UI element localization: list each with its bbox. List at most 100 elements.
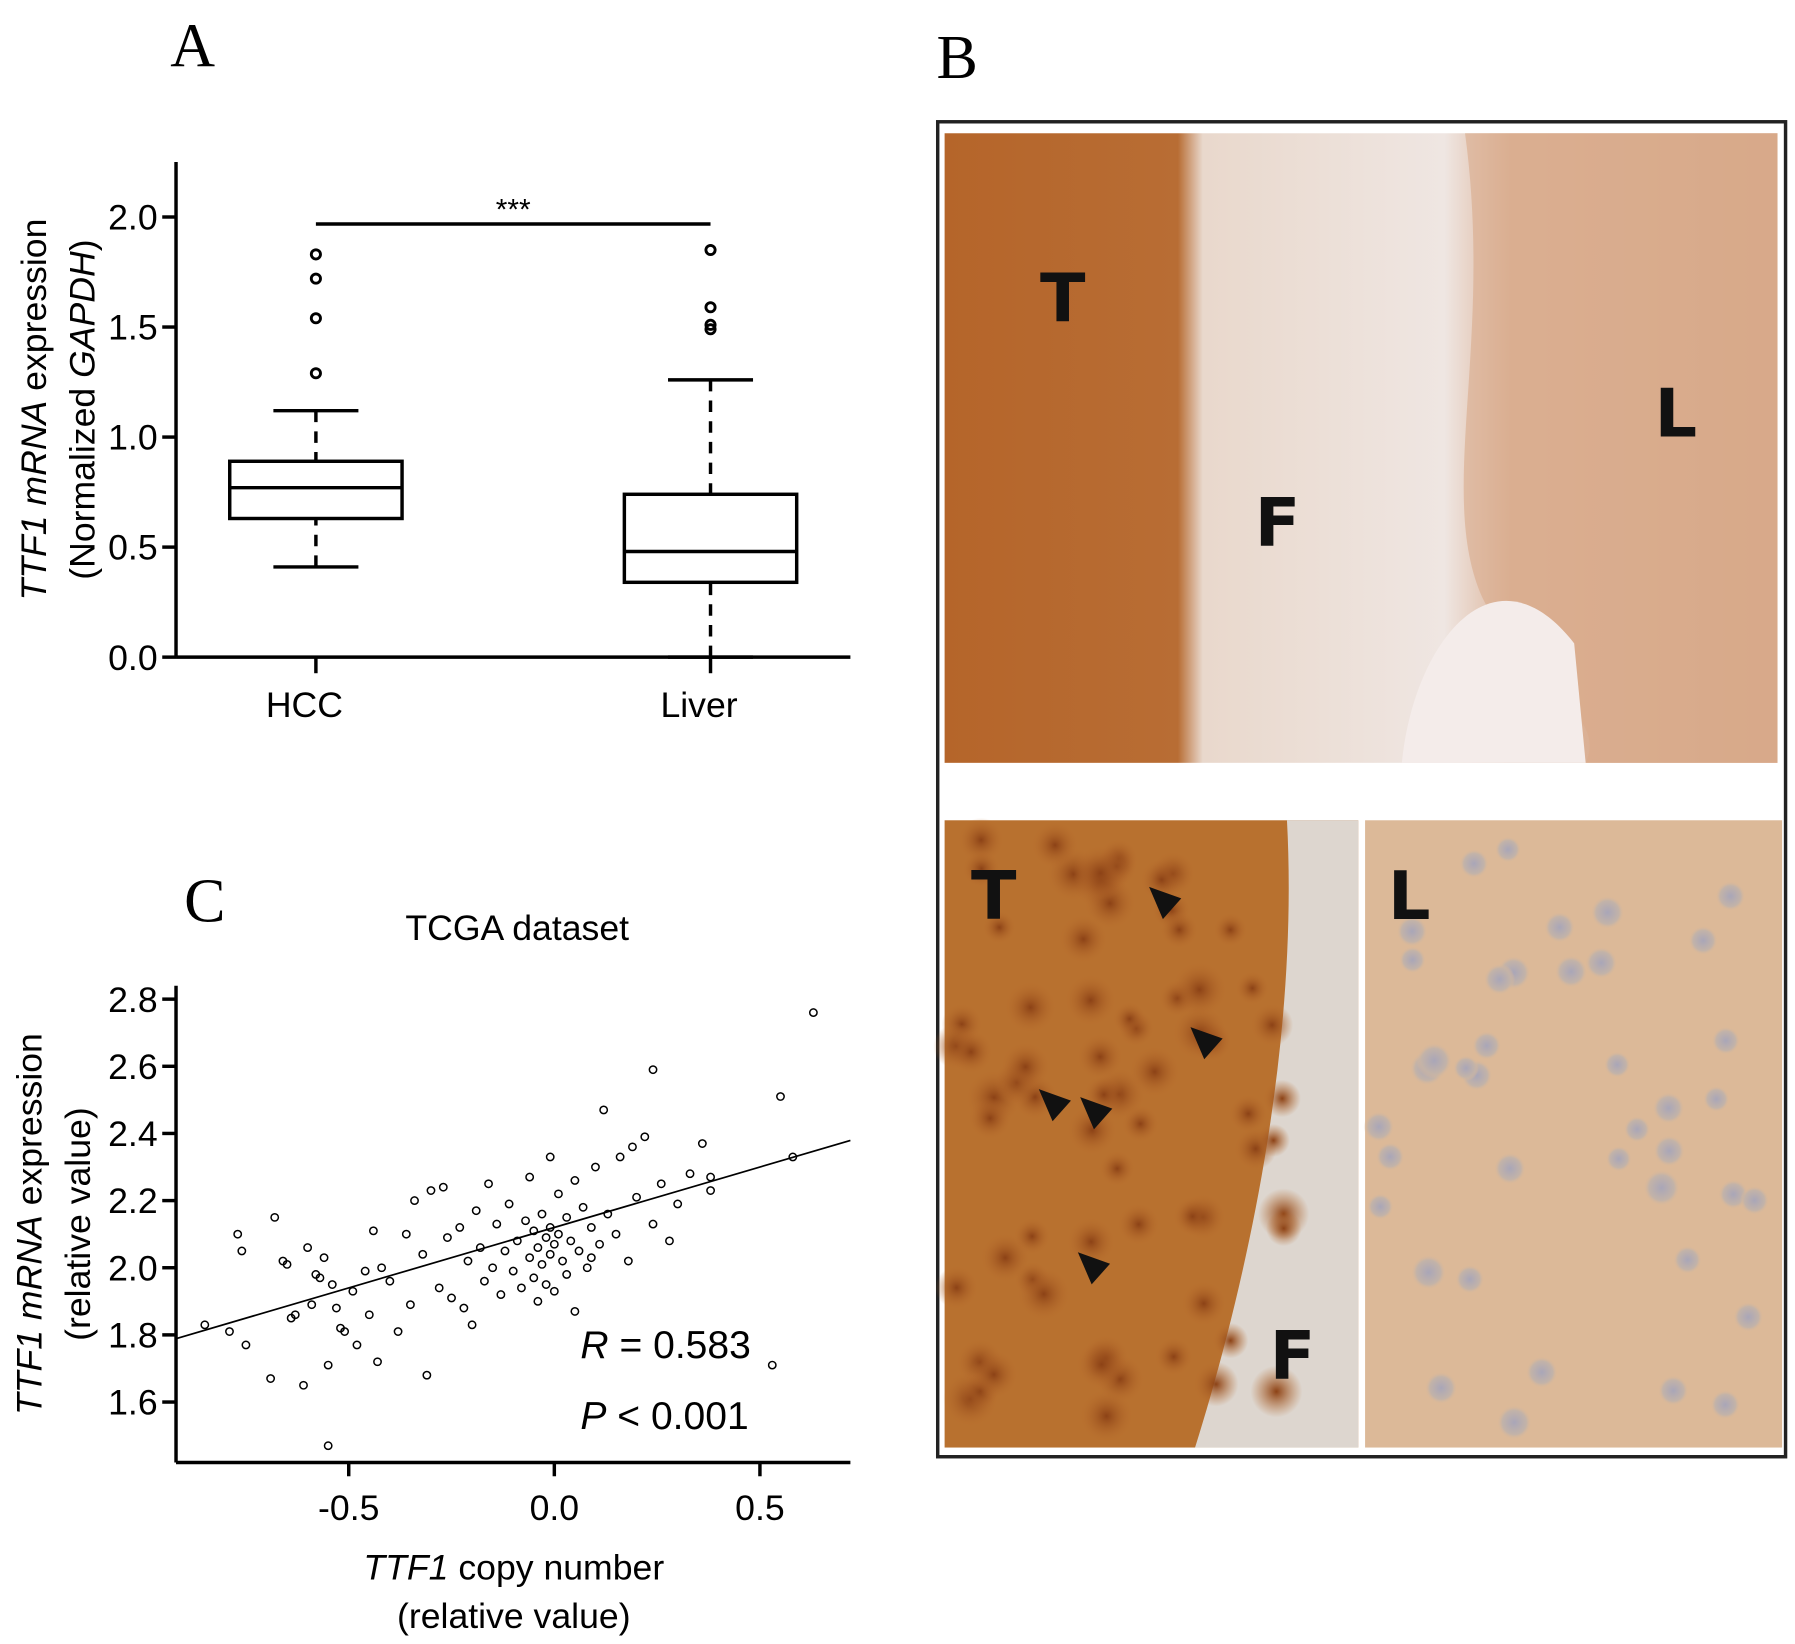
point <box>459 1303 469 1313</box>
nucleus <box>1590 895 1625 930</box>
point <box>586 1253 596 1263</box>
y-tick-label: 2.0 <box>108 198 158 238</box>
point <box>628 1142 637 1152</box>
nucleus <box>1715 881 1746 912</box>
point <box>586 1223 596 1232</box>
cell <box>1212 1322 1249 1359</box>
cell <box>1229 1094 1268 1133</box>
y-tick-label: 2.2 <box>108 1181 158 1221</box>
point <box>434 1283 444 1293</box>
cell <box>1017 1268 1070 1320</box>
point <box>566 1236 576 1246</box>
y-tick-label: 0.0 <box>108 638 158 678</box>
point <box>331 1303 341 1313</box>
y-axis-label: TTF1 mRNA expression <box>14 219 54 601</box>
outlier <box>704 323 717 336</box>
point <box>562 1270 572 1279</box>
outlier <box>309 312 322 325</box>
point <box>541 1233 551 1242</box>
text-part: (Normalized <box>62 378 102 580</box>
nucleus <box>1554 955 1588 988</box>
arrowhead <box>1077 1252 1111 1285</box>
nucleus <box>1585 946 1618 979</box>
cell <box>1265 1210 1302 1247</box>
point <box>533 1296 543 1306</box>
text-part: expression <box>10 1033 50 1215</box>
point <box>323 1441 333 1451</box>
cell <box>1160 911 1198 949</box>
point <box>484 1179 493 1189</box>
y-tick-label: 1.8 <box>108 1316 158 1356</box>
nucleus <box>1472 1031 1502 1061</box>
nucleus <box>1643 1169 1680 1206</box>
point <box>299 1380 308 1390</box>
text-part: GAPDH <box>62 251 102 378</box>
point <box>570 1306 580 1316</box>
cell <box>1193 1361 1239 1407</box>
nucleus <box>1375 1142 1405 1171</box>
y-tick-label: 2.0 <box>108 1248 158 1288</box>
cell <box>963 850 1000 888</box>
cell <box>1250 1365 1303 1418</box>
nucleus <box>1424 1371 1458 1405</box>
text-part: copy number <box>448 1548 664 1588</box>
point <box>368 1226 378 1236</box>
point <box>504 1199 514 1209</box>
point <box>529 1226 539 1236</box>
point <box>480 1276 489 1286</box>
outlier <box>309 248 322 261</box>
y-tick-label: 1.6 <box>108 1383 158 1423</box>
nucleus <box>1711 1026 1740 1055</box>
chart-title: TCGA dataset <box>405 908 629 948</box>
x-axis-label: (relative value) <box>397 1596 631 1636</box>
point <box>685 1169 695 1179</box>
point <box>315 1273 325 1283</box>
cell <box>1068 1106 1117 1155</box>
nucleus <box>1604 1051 1631 1078</box>
point <box>611 1229 621 1239</box>
arrowhead <box>1080 1097 1113 1130</box>
point <box>405 1300 415 1310</box>
scatter-chart: C TCGA dataset 1.6 1.8 2.0 2.2 2.4 2.6 2.8 -0.5 0.… <box>10 867 851 1636</box>
cell <box>1172 962 1227 1017</box>
point <box>463 1256 473 1266</box>
cell <box>1077 1340 1127 1389</box>
point <box>767 1360 777 1370</box>
point <box>488 1263 498 1273</box>
point <box>303 1243 313 1253</box>
point <box>270 1212 280 1222</box>
cell <box>1155 1337 1193 1376</box>
point <box>319 1253 329 1263</box>
point <box>290 1310 300 1320</box>
arrowhead <box>1038 1089 1071 1122</box>
outlier <box>704 243 717 257</box>
text-part: = 0.583 <box>609 1324 751 1367</box>
y-axis-label: TTF1 mRNA expression <box>10 1033 50 1415</box>
point <box>521 1216 530 1226</box>
point <box>352 1340 362 1350</box>
point <box>475 1243 485 1253</box>
point <box>438 1182 448 1192</box>
point <box>282 1259 292 1269</box>
point <box>578 1202 588 1212</box>
text-part: TTF1 mRNA <box>10 1215 50 1415</box>
point <box>340 1327 350 1336</box>
y-tick-label: 0.5 <box>108 528 158 568</box>
point <box>574 1246 584 1256</box>
nucleus <box>1483 963 1516 995</box>
nucleus <box>1416 1042 1453 1079</box>
point <box>496 1290 506 1300</box>
nucleus <box>1453 1055 1479 1081</box>
cell <box>1250 1003 1294 1047</box>
point <box>640 1132 650 1142</box>
y-tick-label: 1.0 <box>108 418 158 458</box>
text-part: R <box>580 1324 608 1367</box>
image-label: T <box>1040 260 1086 338</box>
point <box>537 1259 547 1269</box>
point <box>323 1360 333 1370</box>
panel-label: C <box>184 867 225 935</box>
panel-label: B <box>937 24 978 92</box>
x-tick-label: Liver <box>660 685 737 725</box>
point <box>648 1219 658 1229</box>
text-part: P <box>580 1395 606 1438</box>
